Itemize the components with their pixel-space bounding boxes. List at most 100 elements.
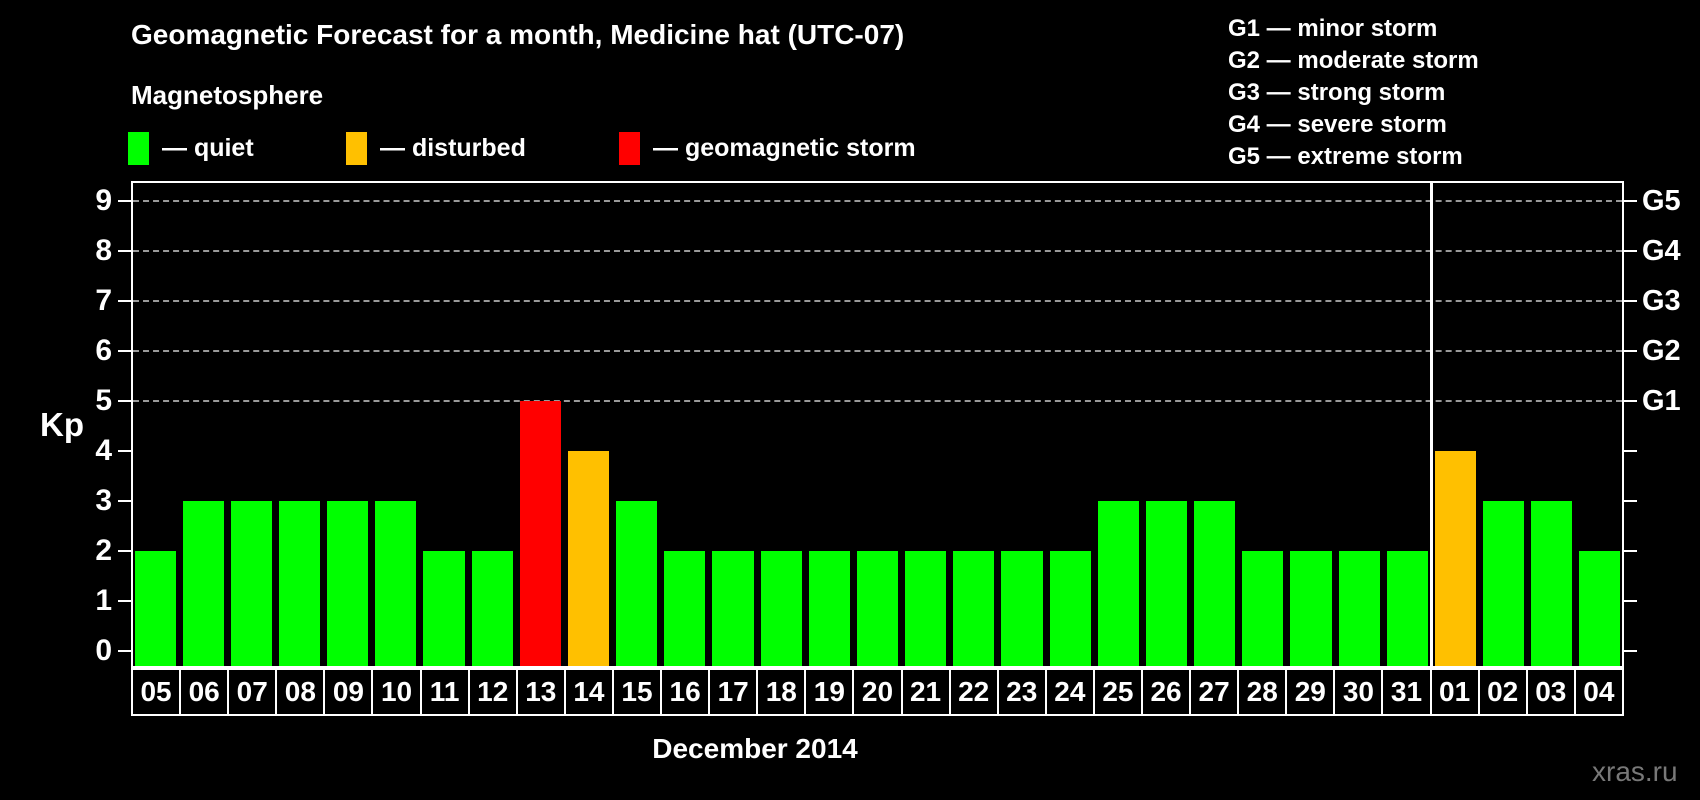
day-label-09: 09: [325, 670, 374, 714]
day-label-12: 12: [470, 670, 518, 714]
bar-day-28: [1242, 551, 1284, 666]
day-label-06: 06: [181, 670, 230, 714]
day-label-28: 28: [1239, 670, 1288, 714]
bar-day-11: [423, 551, 465, 666]
y-axis-tick-right: [1624, 650, 1637, 652]
y-axis-tick-left: [118, 450, 131, 452]
day-label-08: 08: [277, 670, 326, 714]
bar-day-14: [567, 451, 610, 666]
storm-color-swatch: [619, 131, 640, 165]
y-axis-tick-left: [118, 300, 131, 302]
bar-day-12: [471, 551, 513, 666]
bar-day-15: [616, 501, 658, 666]
y-axis-tick-left: [118, 650, 131, 652]
day-label-31: 31: [1383, 670, 1432, 714]
y-axis-tick-label: 1: [95, 584, 112, 617]
day-label-14: 14: [566, 670, 614, 714]
y-axis-tick-label: 7: [95, 284, 112, 317]
bar-day-03: [1531, 501, 1573, 666]
day-label-22: 22: [951, 670, 999, 714]
y-axis-tick-left: [118, 550, 131, 552]
bar-day-24: [1049, 551, 1091, 666]
day-label-05: 05: [133, 670, 182, 714]
day-label-10: 10: [373, 670, 422, 714]
day-label-07: 07: [229, 670, 278, 714]
legend-label-disturbed: — disturbed: [380, 133, 526, 162]
bar-day-29: [1290, 551, 1332, 666]
gridline-kp-8: [133, 250, 1622, 252]
y-axis-tick-right: [1624, 200, 1637, 202]
day-label-27: 27: [1191, 670, 1240, 714]
legend-item-disturbed: — disturbed: [346, 131, 526, 165]
bar-day-05: [134, 551, 176, 666]
right-axis-label-g2: G2: [1642, 335, 1681, 367]
day-label-17: 17: [710, 670, 759, 714]
y-axis-tick-right: [1624, 600, 1637, 602]
y-axis-tick-right: [1624, 300, 1637, 302]
y-axis-tick-right: [1624, 400, 1637, 402]
y-axis-tick-left: [118, 350, 131, 352]
right-axis-label-g4: G4: [1642, 235, 1681, 267]
y-axis-title: Kp: [40, 406, 84, 443]
y-axis-tick-left: [118, 400, 131, 402]
legend-item-storm: — geomagnetic storm: [619, 131, 916, 165]
y-axis-tick-left: [118, 250, 131, 252]
y-axis-tick-label: 2: [95, 534, 112, 567]
day-label-26: 26: [1143, 670, 1192, 714]
day-label-18: 18: [758, 670, 807, 714]
gridline-kp-5: [133, 400, 1622, 402]
month-separator-line: [1429, 183, 1433, 666]
day-label-16: 16: [662, 670, 711, 714]
day-label-02: 02: [1480, 670, 1528, 714]
bar-day-23: [1001, 551, 1043, 666]
day-label-23: 23: [999, 670, 1047, 714]
day-label-20: 20: [854, 670, 903, 714]
y-axis-tick-label: 3: [95, 484, 112, 517]
bar-day-30: [1338, 551, 1380, 666]
right-axis-label-g3: G3: [1642, 285, 1681, 317]
right-axis-label-g1: G1: [1642, 385, 1681, 417]
bar-day-31: [1386, 551, 1428, 666]
bar-day-27: [1194, 501, 1236, 666]
y-axis-tick-right: [1624, 350, 1637, 352]
storm-scale-g3: G3 — strong storm: [1228, 79, 1446, 106]
bar-day-19: [808, 551, 850, 666]
y-axis-tick-right: [1624, 500, 1637, 502]
y-axis-tick-label: 6: [95, 334, 112, 367]
bar-day-22: [953, 551, 995, 666]
legend-label-quiet: — quiet: [162, 133, 254, 162]
y-axis-tick-label: 0: [95, 634, 112, 667]
y-axis-tick-right: [1624, 250, 1637, 252]
x-axis-day-row: 05 06 07 08 09 10 11 12 13 14 15 16 17 18 19 20 21 22 23 24…: [131, 668, 1624, 716]
day-label-04: 04: [1583, 676, 1615, 707]
bar-day-25: [1097, 501, 1139, 666]
quiet-color-swatch: [128, 131, 149, 165]
day-label-29: 29: [1287, 670, 1336, 714]
storm-scale-g2: G2 — moderate storm: [1228, 47, 1479, 74]
storm-scale-g5: G5 — extreme storm: [1228, 143, 1463, 170]
y-axis-tick-label: 9: [95, 184, 112, 217]
storm-scale-g4: G4 — severe storm: [1228, 111, 1447, 138]
storm-scale-legend: G1 — minor storm G2 — moderate storm G3 …: [1228, 13, 1479, 173]
bar-day-26: [1145, 501, 1188, 666]
disturbed-color-swatch: [346, 131, 367, 165]
legend-label-storm: — geomagnetic storm: [653, 133, 916, 162]
day-label-11: 11: [422, 670, 470, 714]
chart-title: Geomagnetic Forecast for a month, Medici…: [131, 19, 905, 50]
bar-day-17: [712, 551, 754, 666]
day-label-01: 01: [1432, 670, 1480, 714]
y-axis-tick-right: [1624, 450, 1637, 452]
bar-day-04: [1579, 551, 1621, 666]
bar-day-08: [278, 501, 321, 666]
y-axis-tick-label: 8: [95, 234, 112, 267]
y-axis-tick-left: [118, 600, 131, 602]
bar-day-21: [905, 551, 947, 666]
gridline-kp-6: [133, 350, 1622, 352]
day-label-24: 24: [1047, 670, 1095, 714]
legend-item-quiet: — quiet: [128, 131, 254, 165]
magnetosphere-subtitle: Magnetosphere: [131, 80, 324, 110]
day-label-15: 15: [614, 670, 663, 714]
gridline-kp-7: [133, 300, 1622, 302]
